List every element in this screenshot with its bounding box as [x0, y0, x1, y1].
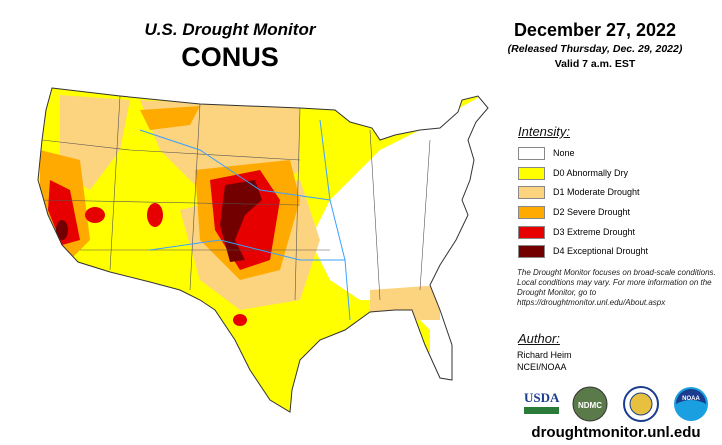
d4-area [220, 180, 262, 262]
legend-heading: Intensity: [518, 124, 571, 139]
noaa-logo: NOAA [674, 387, 708, 421]
swatch [518, 166, 545, 180]
author-heading: Author: [518, 331, 560, 346]
legend-item-d1: D1 Moderate Drought [518, 185, 640, 199]
d2-area [140, 106, 200, 130]
svg-text:NOAA: NOAA [682, 396, 700, 402]
legend-item-d4: D4 Exceptional Drought [518, 244, 648, 258]
legend-label: None [553, 148, 575, 158]
disclaimer-note: The Drought Monitor focuses on broad-sca… [517, 268, 716, 307]
swatch [518, 205, 545, 219]
website-url[interactable]: droughtmonitor.unl.edu [531, 424, 701, 441]
legend-label: D2 Severe Drought [553, 207, 631, 217]
legend-item-none: None [518, 146, 575, 160]
legend-label: D3 Extreme Drought [553, 227, 636, 237]
d3-area [85, 207, 105, 223]
swatch [518, 225, 545, 239]
author-org: NCEI/NOAA [517, 362, 567, 372]
release-date: (Released Thursday, Dec. 29, 2022) [507, 43, 683, 55]
drought-map [37, 87, 489, 413]
legend-label: D4 Exceptional Drought [553, 246, 649, 256]
ndmc-logo: NDMC [572, 386, 608, 422]
legend-item-d3: D3 Extreme Drought [518, 225, 635, 239]
d3-area [48, 180, 80, 245]
swatch [518, 185, 545, 199]
author-info: Richard Heim NCEI/NOAA [517, 349, 572, 373]
legend-item-d0: D0 Abnormally Dry [518, 166, 628, 180]
d3-area [147, 203, 163, 227]
commerce-seal-logo [623, 386, 659, 422]
usda-logo: USDA [524, 390, 560, 414]
legend-item-d2: D2 Severe Drought [518, 205, 630, 219]
region-title: CONUS [181, 42, 279, 72]
map-date: December 27, 2022 [513, 20, 677, 40]
legend-label: D0 Abnormally Dry [553, 168, 629, 178]
svg-text:NDMC: NDMC [578, 401, 602, 410]
legend-label: D1 Moderate Drought [553, 187, 640, 197]
author-name: Richard Heim [517, 350, 572, 360]
d4-area [56, 220, 68, 240]
d1-area [370, 285, 440, 320]
swatch [518, 244, 545, 258]
valid-time: Valid 7 a.m. EST [554, 58, 636, 70]
map-title: U.S. Drought Monitor [144, 20, 316, 39]
d3-area [233, 314, 247, 326]
swatch [518, 146, 545, 160]
